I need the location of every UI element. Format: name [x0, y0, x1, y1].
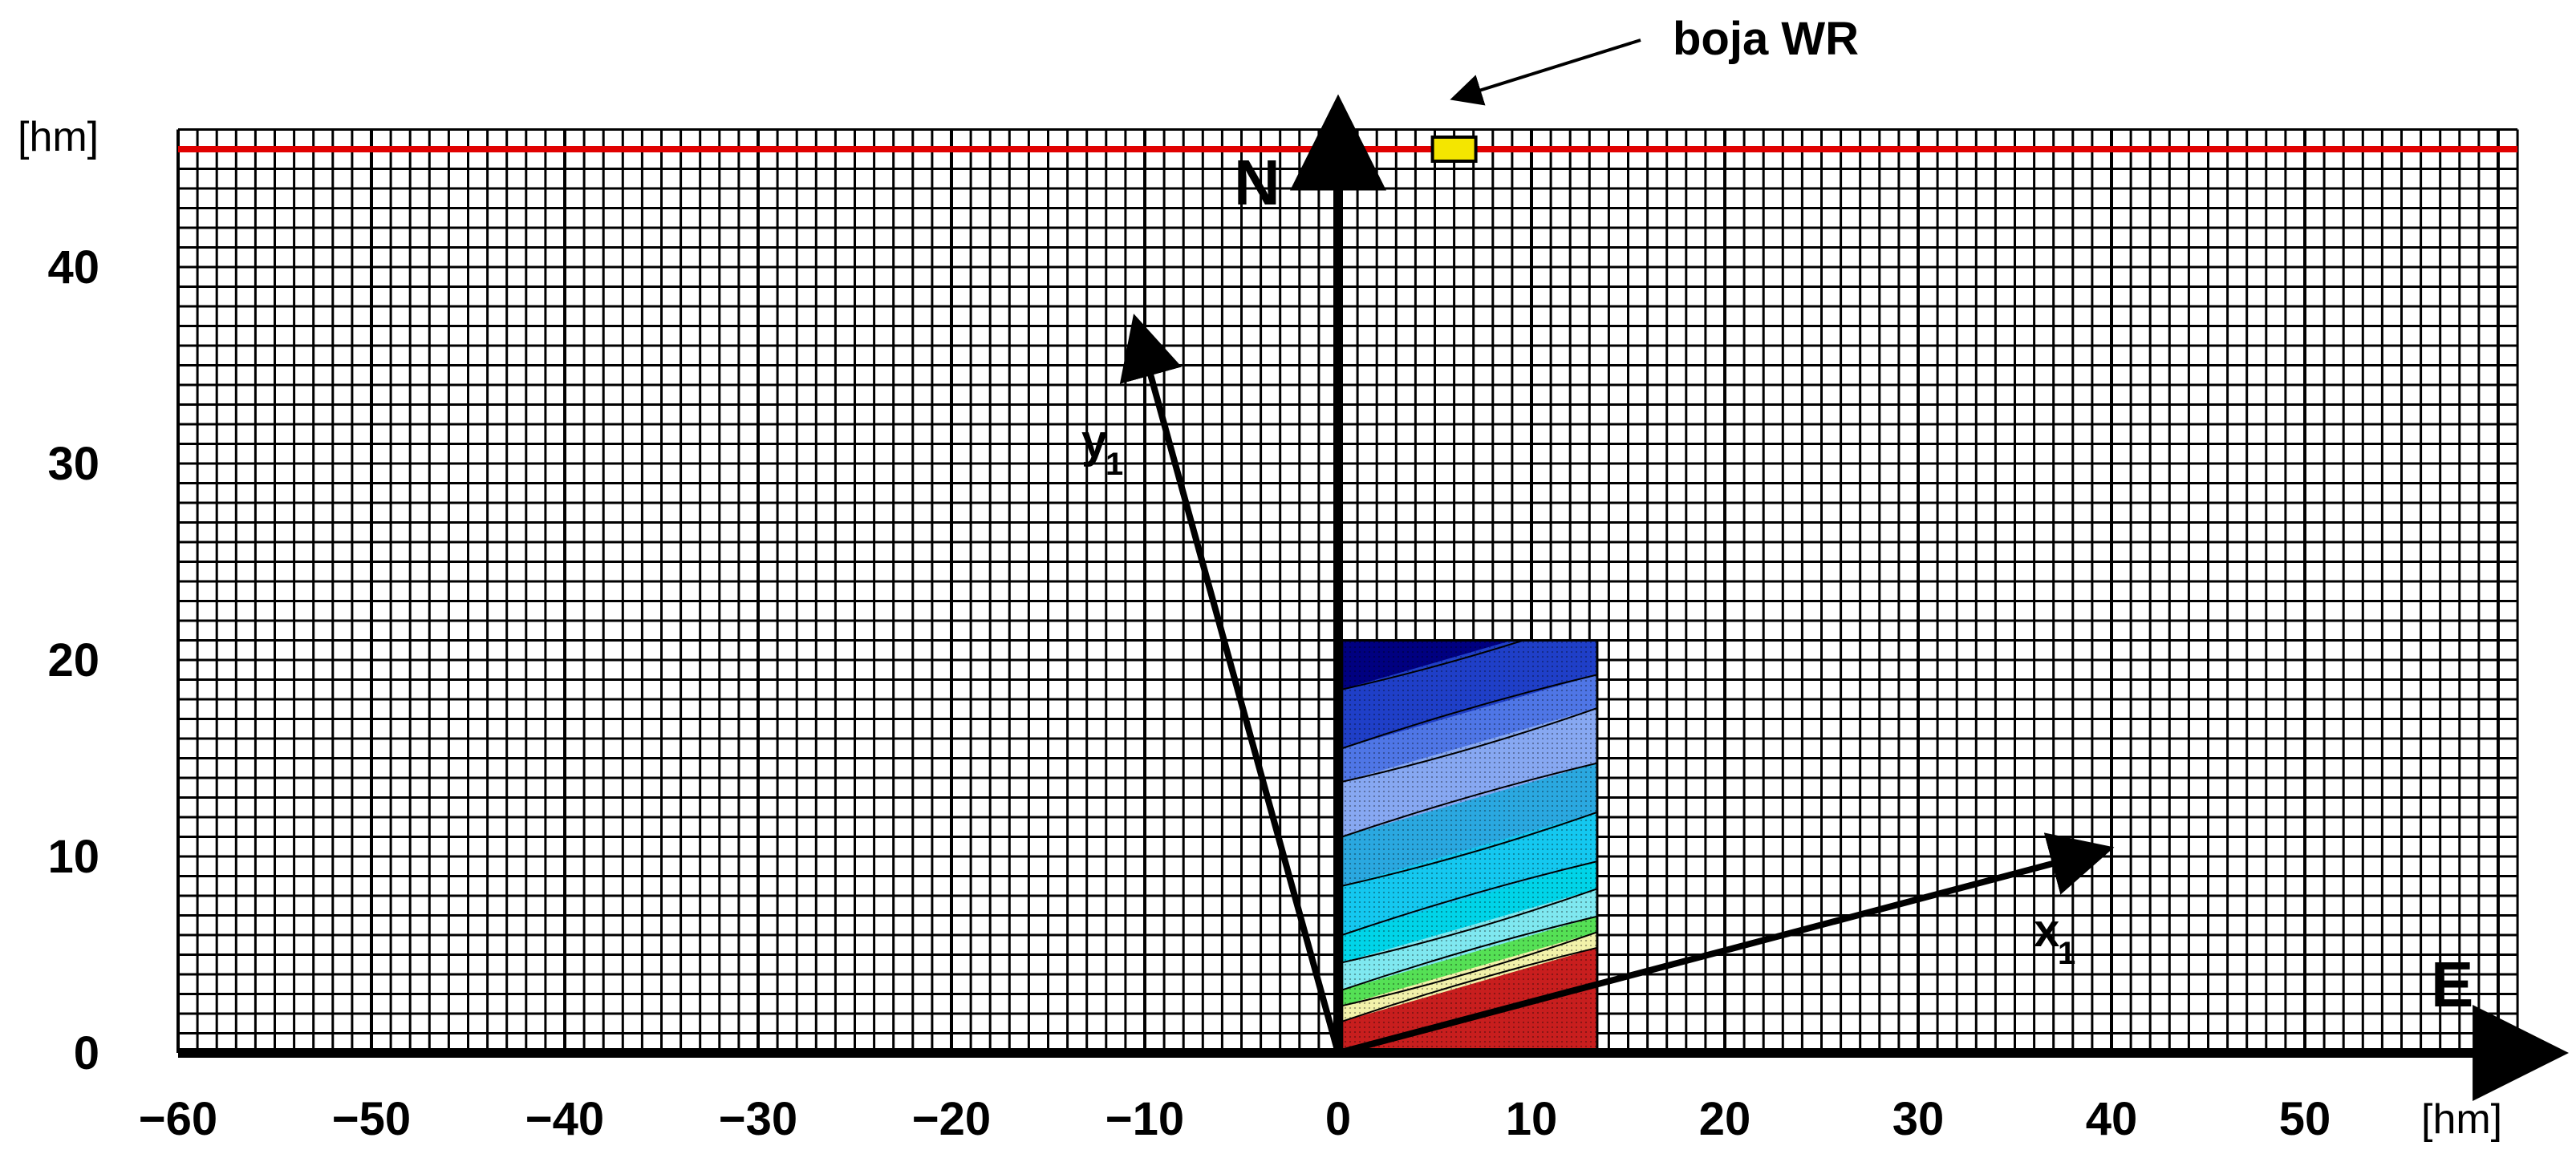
y-tick-labels: 0 10 20 30 40: [47, 241, 99, 1079]
y-tick-label: 30: [47, 438, 99, 490]
vector-x1-arrow: [1337, 832, 2115, 1056]
marker-label: boja WR: [1673, 13, 1859, 65]
east-label: E: [2431, 949, 2473, 1020]
x-tick-label: −50: [332, 1093, 411, 1145]
x-tick-label: −10: [1105, 1093, 1184, 1145]
x-tick-label: 20: [1699, 1093, 1751, 1145]
vector-y1-label: y: [1081, 415, 1107, 468]
y-unit-label: [hm]: [18, 114, 99, 160]
wr-color-marker: [1430, 136, 1478, 163]
vector-x1-label: x: [2034, 905, 2059, 957]
north-label: N: [1234, 147, 1280, 218]
x-unit-label: [hm]: [2421, 1096, 2502, 1143]
marker-pointer-arrow: [1450, 38, 1641, 106]
x-tick-label: 50: [2279, 1093, 2331, 1145]
y-tick-label: 10: [47, 831, 99, 883]
x-tick-label: −30: [719, 1093, 797, 1145]
vector-y1-subscript: 1: [1105, 447, 1123, 482]
x-tick-label: −60: [139, 1093, 217, 1145]
y-tick-label: 0: [74, 1027, 99, 1079]
x-tick-label: 40: [2086, 1093, 2138, 1145]
section-texture: [1341, 640, 1597, 1053]
vector-x1-subscript: 1: [2058, 936, 2075, 971]
geological-section: [1341, 640, 1597, 1053]
x-tick-label: 30: [1892, 1093, 1945, 1145]
x-tick-labels: −60 −50 −40 −30 −20 −10 0 10 20 30 40 50: [139, 1093, 2331, 1145]
x-tick-label: −20: [912, 1093, 991, 1145]
x-tick-label: 10: [1506, 1093, 1558, 1145]
y-tick-label: 40: [47, 241, 99, 294]
y-tick-label: 20: [47, 634, 99, 686]
vector-y1-arrow: [1119, 314, 1341, 1055]
x-tick-label: −40: [525, 1093, 604, 1145]
x-tick-label: 0: [1325, 1093, 1351, 1145]
